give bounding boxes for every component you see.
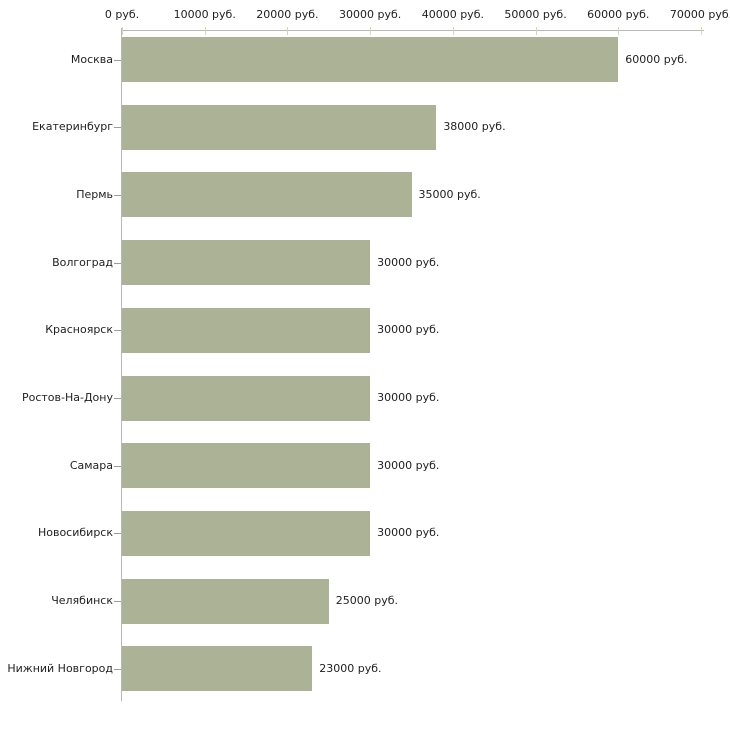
bar-value-label: 60000 руб. <box>625 52 688 66</box>
y-axis-tick-mark <box>114 668 121 670</box>
x-axis-tick-label: 70000 руб. <box>669 8 730 21</box>
y-axis-tick-mark <box>114 194 121 196</box>
bar-value-label: 30000 руб. <box>377 458 440 472</box>
x-axis-tick-mark <box>618 27 620 35</box>
bar <box>122 375 371 421</box>
bar-value-label: 38000 руб. <box>443 120 506 134</box>
bar-value-label: 30000 руб. <box>377 391 440 404</box>
bar <box>122 172 412 218</box>
category-label: Красноярск <box>45 323 113 337</box>
x-axis-tick-mark <box>370 27 372 35</box>
category-label: Волгоград <box>52 255 113 269</box>
bar <box>122 578 329 624</box>
x-axis-tick-mark <box>701 27 702 35</box>
bar <box>122 104 437 150</box>
bar-value-label: 23000 руб. <box>319 661 382 675</box>
x-axis-tick-label: 10000 руб. <box>173 8 236 21</box>
y-axis-tick-mark <box>114 601 121 603</box>
y-axis-line <box>121 28 122 701</box>
bar <box>122 646 313 692</box>
category-label: Самара <box>69 458 113 472</box>
y-axis-tick-mark <box>114 398 121 399</box>
y-axis-tick-mark <box>114 330 121 332</box>
bar-value-label: 30000 руб. <box>377 323 440 337</box>
bar <box>122 240 371 286</box>
bar-value-label: 30000 руб. <box>377 255 440 269</box>
x-axis-tick-label: 40000 руб. <box>421 8 484 21</box>
y-axis-tick-mark <box>114 533 121 535</box>
category-label: Пермь <box>76 187 113 201</box>
x-axis-tick-mark <box>535 27 537 35</box>
x-axis-tick-label: 50000 руб. <box>504 8 567 21</box>
bar <box>122 443 371 489</box>
category-label: Ростов-На-Дону <box>21 391 113 404</box>
x-axis-tick-label: 20000 руб. <box>256 8 319 21</box>
bar <box>122 510 371 556</box>
category-label: Екатеринбург <box>32 120 113 134</box>
y-axis-tick-mark <box>114 59 121 61</box>
category-label: Нижний Новгород <box>7 661 113 675</box>
y-axis-tick-mark <box>114 262 121 264</box>
category-label: Челябинск <box>51 594 113 608</box>
bar-value-label: 25000 руб. <box>335 594 399 608</box>
x-axis-line <box>121 30 704 31</box>
x-axis-tick-mark <box>204 27 206 35</box>
x-axis-tick-mark <box>452 27 454 35</box>
x-axis-tick-label: 30000 руб. <box>339 8 402 21</box>
y-axis-tick-mark <box>114 127 121 129</box>
category-label: Москва <box>70 52 113 66</box>
x-axis-tick-label: 60000 руб. <box>587 8 650 21</box>
bar <box>122 307 371 353</box>
x-axis-tick-mark <box>122 27 123 35</box>
bar-value-label: 30000 руб. <box>377 526 440 540</box>
bar-value-label: 35000 руб. <box>418 187 481 201</box>
y-axis-tick-mark <box>114 465 121 467</box>
x-axis-tick-mark <box>287 27 289 35</box>
category-label: Новосибирск <box>37 526 113 540</box>
x-axis-tick-label: 0 руб. <box>104 8 140 21</box>
bar <box>122 37 619 82</box>
